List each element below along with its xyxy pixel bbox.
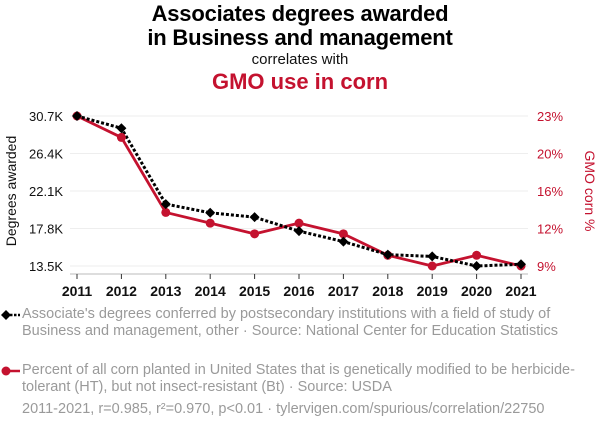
series2-point [427,261,437,271]
chart-subtitle: GMO use in corn [211,69,389,94]
series1-point [160,199,171,210]
legend-marker-diamond-icon [1,310,20,320]
x-tick-label: 2017 [328,283,359,299]
series1-point [205,207,216,218]
series2-point [294,218,304,228]
series1-point [294,226,304,237]
chart-title-line2: in Business and management [147,25,453,50]
y2-tick-label: 12% [537,222,563,237]
series1-point [382,249,393,260]
x-tick-label: 2016 [283,283,314,299]
series1-point [427,251,438,262]
series1-point [116,123,127,134]
series1-point [72,111,82,121]
y-tick-label: 13.5K [29,259,63,274]
series1-point [471,261,482,271]
axis-labels: 30.7K26.4K22.1K17.8K13.5K23%20%16%12%9%2… [3,109,598,299]
series2-point [250,229,260,239]
correlates-with-label: correlates with [251,51,349,68]
y2-tick-label: 23% [537,109,563,124]
series1-point [516,259,526,270]
y2-tick-label: 9% [537,259,556,274]
footer-stats: 2011-2021, r=0.985, r²=0.970, p<0.01 · t… [22,401,545,417]
series2-point [472,250,482,260]
y2-tick-label: 20% [537,147,563,162]
y2-tick-label: 16% [537,184,563,199]
x-tick-label: 2020 [461,283,492,299]
y-tick-label: 26.4K [29,147,63,162]
x-tick-label: 2013 [150,283,181,299]
series1-point [249,212,260,223]
legend-item-series2: Percent of all corn planted in United St… [1,362,582,396]
x-tick-label: 2014 [195,283,226,299]
x-tick-label: 2021 [505,283,536,299]
chart-title-line1: Associates degrees awarded [151,1,449,26]
x-tick-label: 2015 [239,283,270,299]
x-tick-label: 2018 [372,283,403,299]
legend-item-series1: Associate's degrees conferred by postsec… [1,306,582,340]
y-tick-label: 22.1K [29,184,63,199]
x-tick-label: 2011 [62,283,93,299]
series2-point [116,132,126,142]
y2-axis-title: GMO corn % [582,151,598,232]
x-tick-label: 2012 [106,283,137,299]
series2-point [161,207,171,217]
legend-marker-circle-icon [1,366,20,376]
series2-point [205,218,215,228]
series2-point [338,229,348,239]
legend-text-series1: Associate's degrees conferred by postsec… [22,306,558,339]
gridlines [70,115,528,267]
axes [70,273,528,279]
series1-point [338,236,349,247]
series-markers [72,111,526,271]
y-tick-label: 30.7K [29,109,63,124]
legend-text-series2: Percent of all corn planted in United St… [22,362,575,395]
chart-svg: 30.7K26.4K22.1K17.8K13.5K23%20%16%12%9%2… [3,109,598,299]
x-tick-label: 2019 [417,283,448,299]
y-axis-title: Degrees awarded [3,136,19,247]
y-tick-label: 17.8K [29,222,63,237]
